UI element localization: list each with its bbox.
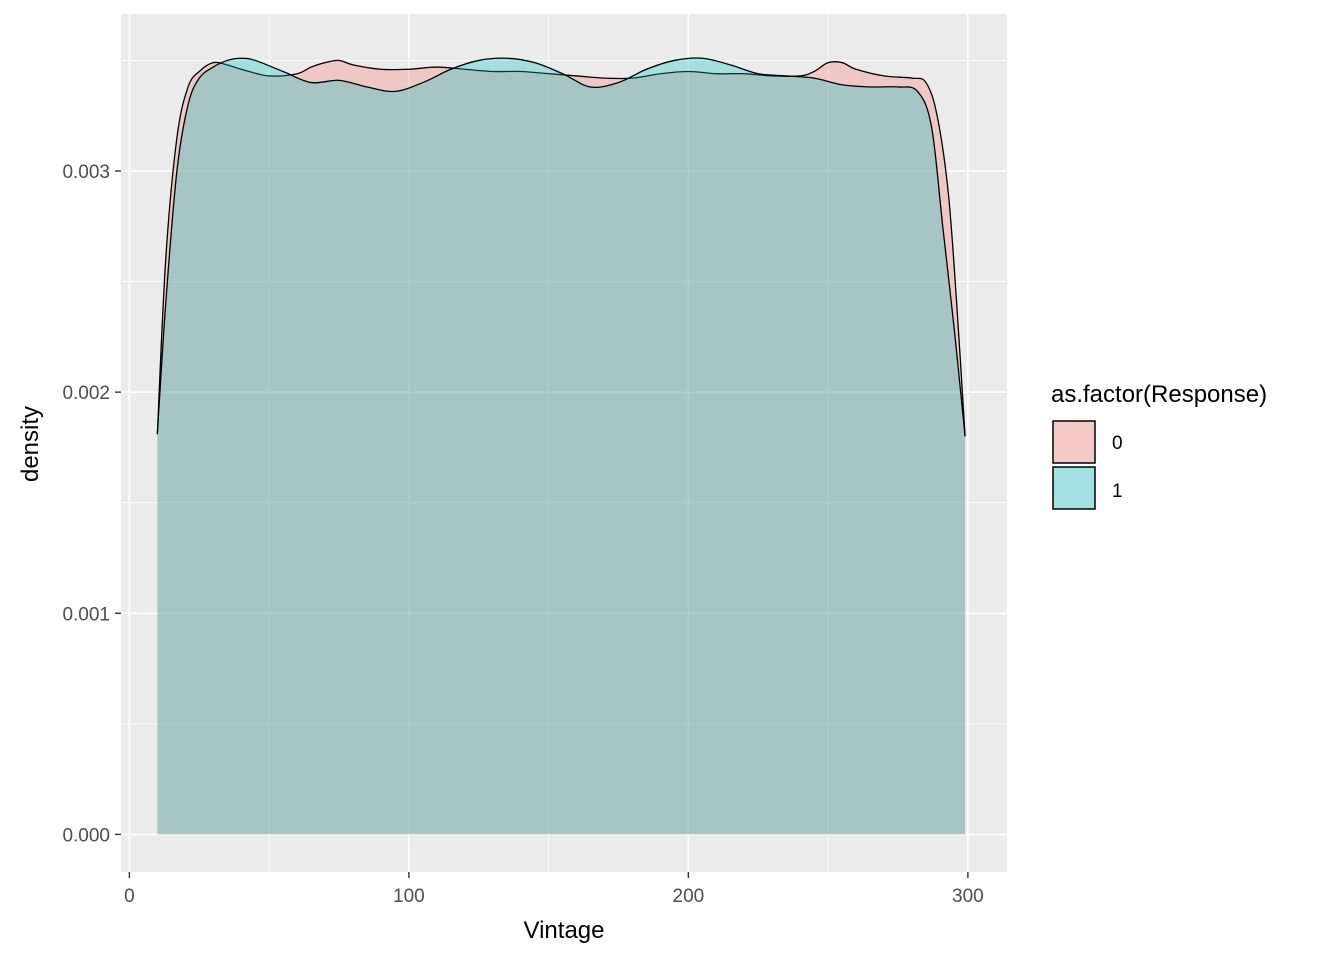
x-axis-title: Vintage [524, 917, 605, 944]
legend-swatch-0 [1052, 420, 1096, 464]
y-axis-title: density [17, 406, 44, 482]
x-tick-label: 200 [673, 886, 705, 907]
y-tick-label: 0.002 [62, 383, 110, 404]
legend-entry-0: 0 [1052, 420, 1123, 464]
grid-major [121, 14, 1007, 872]
x-tick-label: 300 [952, 886, 984, 907]
legend-key-1 [1053, 467, 1095, 509]
density-line-1 [156, 57, 966, 437]
legend-label-0: 0 [1112, 433, 1123, 454]
y-tick-label: 0.000 [62, 825, 110, 846]
y-tick-label: 0.001 [62, 604, 110, 625]
y-tick-label: 0.003 [62, 162, 110, 183]
legend-label-1: 1 [1112, 481, 1123, 502]
grid-minor [121, 14, 1007, 872]
density-line-0 [156, 59, 966, 437]
y-axis: 0.000 0.001 0.002 0.003 [62, 162, 121, 846]
plot-panel [121, 14, 1007, 872]
x-tick-label: 0 [124, 886, 135, 907]
series-layer [156, 57, 966, 835]
legend-entry-1: 1 [1052, 466, 1123, 510]
x-axis: 0 100 200 300 [124, 872, 984, 907]
legend-swatch-1 [1052, 466, 1096, 510]
density-area-1 [157, 57, 966, 835]
legend-title: as.factor(Response) [1051, 381, 1267, 408]
density-area-0 [157, 60, 966, 835]
legend: as.factor(Response) 0 1 [1051, 381, 1267, 510]
x-tick-label: 100 [393, 886, 425, 907]
legend-key-0 [1053, 421, 1095, 463]
